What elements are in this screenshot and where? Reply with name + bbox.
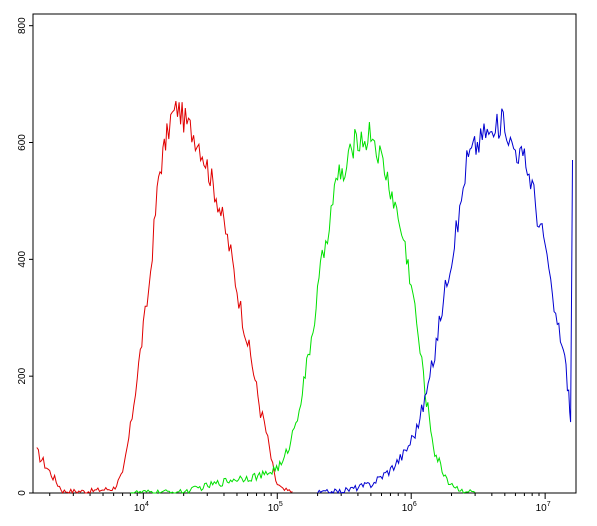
y-tick-label: 600 (17, 134, 28, 151)
x-tick-label: 105 (268, 501, 283, 514)
series-line-3 (317, 108, 573, 495)
x-axis: 104 105 106 107 (49, 493, 551, 514)
x-tick-label: 104 (134, 501, 149, 514)
series-line-2 (130, 122, 476, 494)
series-line-1 (36, 101, 293, 495)
y-tick-label: 400 (17, 251, 28, 268)
y-tick-label: 0 (17, 490, 28, 496)
series-layer (36, 101, 573, 495)
plot-frame (32, 13, 577, 494)
y-tick-label: 800 (17, 17, 28, 34)
y-axis: 0 200 400 600 800 (17, 17, 33, 496)
x-tick-label: 107 (536, 501, 551, 514)
x-tick-label: 106 (402, 501, 417, 514)
y-tick-label: 200 (17, 367, 28, 384)
